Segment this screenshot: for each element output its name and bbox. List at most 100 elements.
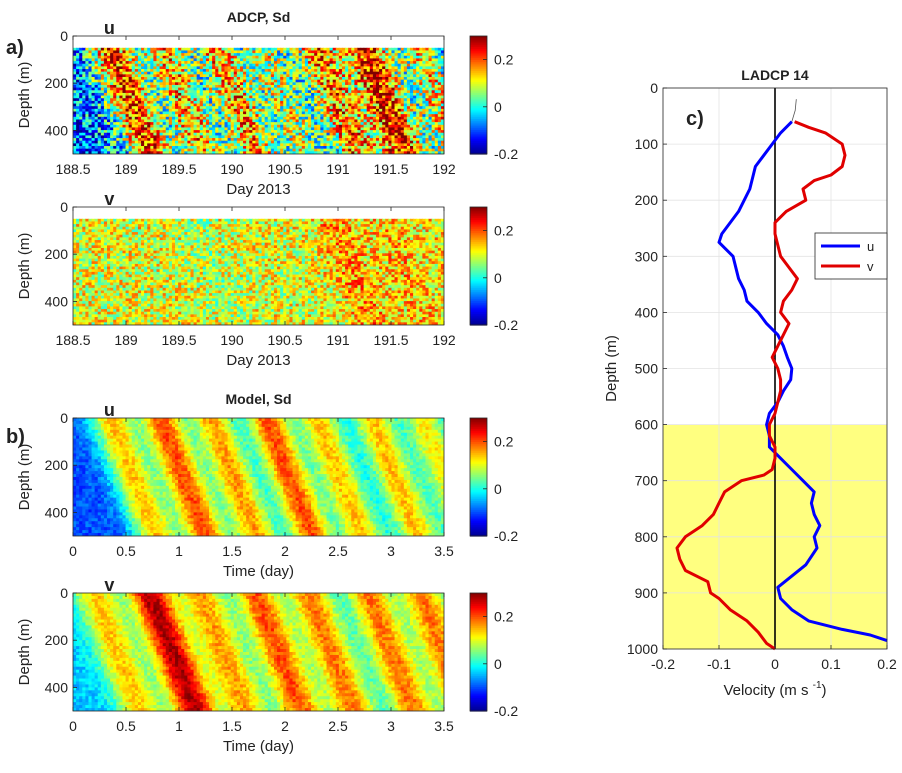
heatmap-cell — [202, 127, 207, 131]
heatmap-cell — [283, 63, 287, 67]
heatmap-cell — [329, 82, 334, 86]
heatmap-cell — [119, 111, 124, 115]
heatmap-cell — [125, 138, 130, 142]
heatmap-cell — [341, 71, 346, 75]
heatmap-cell — [320, 140, 325, 144]
heatmap-cell — [357, 103, 362, 107]
heatmap-cell — [119, 122, 124, 126]
heatmap-cell — [304, 130, 309, 134]
heatmap-cell — [323, 143, 328, 147]
heatmap-cell — [159, 82, 164, 86]
heatmap-cell — [375, 148, 380, 152]
heatmap-cell — [156, 77, 161, 81]
heatmap-cell — [73, 100, 77, 105]
heatmap-cell — [122, 66, 127, 70]
heatmap-cell — [252, 143, 257, 147]
heatmap-cell — [431, 69, 436, 73]
heatmap-cell — [107, 74, 111, 78]
heatmap-cell — [122, 135, 127, 139]
heatmap-cell — [391, 69, 396, 73]
heatmap-cell — [221, 95, 226, 99]
heatmap-cell — [239, 127, 244, 131]
heatmap-cell — [354, 140, 359, 144]
heatmap-cell — [168, 74, 173, 78]
heatmap-cell — [119, 61, 124, 65]
heatmap-cell — [233, 140, 238, 144]
heatmap-cell — [243, 100, 247, 105]
heatmap-cell — [150, 146, 154, 150]
heatmap-cell — [314, 77, 318, 81]
heatmap-cell — [100, 47, 105, 52]
heatmap-cell — [428, 69, 433, 73]
heatmap-cell — [233, 87, 238, 91]
heatmap-cell — [261, 146, 266, 150]
heatmap-cell — [320, 79, 325, 83]
heatmap-cell — [150, 92, 154, 97]
heatmap-cell — [273, 98, 278, 102]
heatmap-cell — [165, 87, 170, 91]
heatmap-cell — [209, 138, 213, 142]
heatmap-cell — [246, 218, 250, 223]
heatmap-cell — [190, 58, 195, 62]
heatmap-cell — [419, 74, 423, 78]
heatmap-cell — [243, 47, 247, 52]
heatmap-cell — [298, 92, 303, 97]
heatmap-cell — [137, 87, 142, 91]
heatmap-cell — [341, 135, 346, 139]
heatmap-cell — [317, 111, 321, 115]
heatmap-cell — [369, 66, 374, 70]
heatmap-cell — [348, 124, 352, 129]
heatmap-cell — [144, 108, 148, 113]
heatmap-cell — [304, 108, 309, 113]
heatmap-cell — [255, 111, 260, 115]
heatmap-cell — [134, 108, 139, 113]
heatmap-cell — [128, 71, 133, 75]
heatmap-cell — [289, 218, 294, 223]
heatmap-cell — [267, 87, 272, 91]
heatmap-cell — [283, 47, 287, 52]
heatmap-cell — [224, 138, 229, 142]
heatmap-cell — [255, 146, 260, 150]
heatmap-cell — [338, 58, 343, 62]
heatmap-cell — [209, 84, 213, 89]
heatmap-cell — [311, 92, 315, 97]
heatmap-cell — [178, 132, 182, 137]
heatmap-cell — [221, 53, 226, 57]
heatmap-cell — [354, 114, 359, 118]
heatmap-cell — [252, 92, 257, 97]
heatmap-cell — [218, 92, 222, 97]
heatmap-cell — [437, 100, 442, 105]
heatmap-cell — [422, 92, 427, 97]
heatmap-cell — [122, 69, 127, 73]
heatmap-cell — [419, 79, 423, 83]
heatmap-cell — [82, 100, 86, 105]
heatmap-cell — [264, 100, 269, 105]
heatmap-cell — [230, 61, 235, 65]
heatmap-cell — [434, 79, 439, 83]
heatmap-cell — [434, 140, 439, 144]
heatmap-cell — [295, 138, 300, 142]
heatmap-cell — [79, 63, 83, 67]
heatmap-cell — [165, 63, 170, 67]
heatmap-cell — [304, 140, 309, 144]
heatmap-cell — [289, 98, 294, 102]
heatmap-cell — [317, 66, 321, 70]
heatmap-cell — [292, 66, 297, 70]
heatmap-cell — [345, 82, 349, 86]
heatmap-cell — [249, 130, 253, 134]
heatmap-cell — [351, 90, 355, 94]
heatmap-cell — [162, 218, 167, 223]
heatmap-cell — [181, 124, 185, 129]
heatmap-cell — [400, 122, 405, 126]
heatmap-cell — [304, 103, 309, 107]
heatmap-cell — [239, 124, 244, 129]
heatmap-cell — [199, 143, 204, 147]
heatmap-cell — [249, 108, 253, 113]
heatmap-cell — [221, 138, 226, 142]
heatmap-cell — [292, 146, 297, 150]
heatmap-cell — [227, 127, 232, 131]
heatmap-cell — [329, 66, 334, 70]
heatmap-cell — [406, 77, 411, 81]
heatmap-cell — [147, 77, 151, 81]
heatmap-cell — [125, 124, 130, 129]
